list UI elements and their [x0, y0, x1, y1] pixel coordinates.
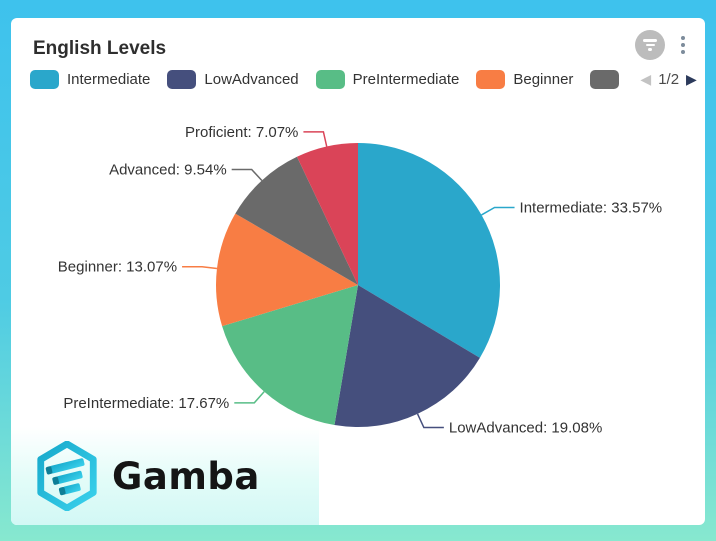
pie-label-line: [182, 265, 218, 270]
pie-label: Proficient: 7.07%: [185, 124, 298, 141]
watermark-panel: Gamba: [11, 427, 319, 525]
legend-swatch: [315, 69, 345, 89]
legend-label: PreIntermediate: [352, 70, 460, 88]
chart-card: English Levels Intermediate LowAdvanced: [11, 18, 705, 525]
pie-slice-preintermediate[interactable]: [222, 285, 358, 426]
page-title: English Levels: [33, 38, 167, 60]
pie-slice-advanced[interactable]: [235, 156, 358, 285]
legend-label: Intermediate: [67, 70, 151, 88]
gamba-logo-icon: [37, 441, 97, 511]
pie-label: Beginner: 13.07%: [58, 259, 177, 276]
pie-slice-beginner[interactable]: [216, 213, 358, 327]
legend-next-icon[interactable]: ▶: [686, 71, 697, 87]
pie-label: PreIntermediate: 17.67%: [63, 395, 229, 412]
legend-pager: ◀ 1/2 ▶: [640, 71, 696, 88]
gamba-wordmark: Gamba: [112, 454, 260, 498]
legend-swatch: [30, 69, 59, 89]
legend-swatch: [590, 69, 620, 89]
legend-swatch: [167, 69, 197, 89]
header: English Levels: [11, 18, 705, 62]
kebab-menu-button[interactable]: [677, 32, 689, 58]
pie-label: Intermediate: 33.57%: [520, 200, 663, 217]
filter-button[interactable]: [635, 30, 665, 60]
legend-item-intermediate[interactable]: Intermediate: [30, 69, 151, 89]
legend-item-truncated[interactable]: [590, 69, 627, 89]
legend-item-lowadvanced[interactable]: LowAdvanced: [167, 69, 299, 89]
header-actions: [635, 30, 689, 62]
pie-label-line: [231, 168, 263, 182]
pie-label-line: [481, 206, 515, 216]
legend-item-preintermediate[interactable]: PreIntermediate: [315, 69, 460, 89]
legend-item-beginner[interactable]: Beginner: [476, 69, 574, 89]
legend: Intermediate LowAdvanced PreIntermediate…: [30, 66, 697, 92]
pie-label-line: [416, 413, 444, 429]
legend-label: LowAdvanced: [204, 70, 299, 88]
legend-label: Beginner: [513, 70, 574, 88]
pie-label-line: [234, 391, 265, 404]
legend-prev-icon[interactable]: ◀: [640, 71, 652, 87]
pie-slice-lowadvanced[interactable]: [334, 285, 480, 427]
legend-swatch: [476, 69, 506, 89]
pie-slice-proficient[interactable]: [296, 143, 358, 285]
legend-page-indicator: 1/2: [658, 70, 680, 88]
pie-slice-intermediate[interactable]: [358, 143, 501, 358]
pie-label-line: [303, 131, 328, 147]
pie-label: Advanced: 9.54%: [109, 161, 227, 178]
pie-label: LowAdvanced: 19.08%: [449, 420, 602, 437]
